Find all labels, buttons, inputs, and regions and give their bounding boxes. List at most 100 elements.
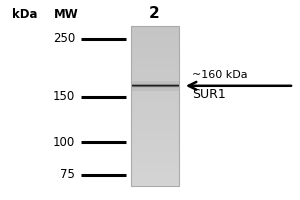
Bar	[130, 63, 178, 64]
Bar	[130, 56, 178, 57]
Bar	[130, 168, 178, 169]
Bar	[130, 169, 178, 170]
Bar	[130, 125, 178, 126]
Bar	[130, 158, 178, 159]
Bar	[130, 119, 178, 120]
Bar	[130, 29, 178, 30]
Bar	[130, 33, 178, 34]
Bar	[130, 115, 178, 116]
Bar	[130, 164, 178, 165]
Bar	[130, 133, 178, 134]
Bar	[130, 166, 178, 167]
Bar	[130, 144, 178, 145]
Bar	[130, 103, 178, 104]
Bar	[130, 113, 178, 114]
Bar	[130, 36, 178, 37]
Bar	[130, 137, 178, 138]
Bar	[130, 53, 178, 54]
Bar	[130, 131, 178, 132]
Text: 75: 75	[60, 168, 75, 181]
Bar	[130, 30, 178, 31]
Bar	[130, 165, 178, 166]
Bar	[130, 88, 178, 89]
Bar	[130, 35, 178, 36]
Bar	[130, 177, 178, 178]
Bar	[130, 172, 178, 173]
Bar	[130, 117, 178, 118]
Bar	[130, 39, 178, 40]
Bar	[130, 40, 178, 41]
Bar	[130, 138, 178, 139]
Bar	[130, 123, 178, 124]
Bar	[130, 28, 178, 29]
Bar	[130, 93, 178, 94]
Bar	[130, 91, 178, 92]
Bar	[130, 38, 178, 39]
Bar	[130, 178, 178, 179]
Bar	[130, 106, 178, 107]
Bar	[130, 42, 178, 43]
Bar	[130, 95, 178, 96]
Bar	[130, 140, 178, 141]
Bar	[130, 174, 178, 175]
Bar	[130, 121, 178, 122]
Bar	[130, 146, 178, 147]
Bar	[130, 184, 178, 185]
Bar	[130, 109, 178, 110]
Bar	[130, 163, 178, 164]
Bar	[130, 159, 178, 160]
Bar	[130, 43, 178, 44]
Bar	[130, 59, 178, 60]
Bar	[130, 72, 178, 73]
Bar	[130, 79, 178, 80]
Bar	[130, 64, 178, 65]
Bar	[130, 84, 178, 85]
Bar	[130, 102, 178, 103]
Bar	[130, 71, 178, 72]
Bar	[130, 105, 178, 106]
Bar	[130, 99, 178, 100]
Bar	[130, 80, 178, 81]
Bar	[130, 76, 178, 77]
Bar	[130, 145, 178, 146]
Bar	[130, 31, 178, 32]
Bar	[130, 110, 178, 111]
Bar	[130, 182, 178, 183]
Bar	[130, 92, 178, 93]
Bar	[130, 111, 178, 112]
Bar	[130, 170, 178, 171]
Bar	[130, 136, 178, 137]
Bar	[130, 37, 178, 38]
Bar	[130, 171, 178, 172]
Bar	[130, 67, 178, 68]
Bar	[130, 83, 178, 84]
Bar	[130, 161, 178, 162]
Bar	[130, 52, 178, 53]
Bar	[130, 44, 178, 45]
Bar	[130, 167, 178, 168]
Bar	[130, 114, 178, 115]
Bar	[130, 132, 178, 133]
Bar	[130, 107, 178, 108]
Bar	[130, 90, 178, 91]
Bar	[130, 82, 178, 83]
Bar	[130, 73, 178, 74]
Bar	[130, 26, 178, 27]
Bar	[130, 54, 178, 55]
Bar	[130, 160, 178, 161]
Bar	[130, 149, 178, 150]
Bar	[130, 148, 178, 149]
Bar	[130, 61, 178, 62]
Bar	[130, 141, 178, 142]
Bar	[130, 78, 178, 79]
Bar	[130, 122, 178, 123]
Bar	[130, 87, 178, 88]
Bar	[130, 58, 178, 59]
Bar	[130, 41, 178, 42]
Bar	[130, 150, 178, 151]
Bar	[130, 55, 178, 56]
Text: kDa: kDa	[12, 7, 38, 21]
Bar	[130, 34, 178, 35]
Text: 250: 250	[53, 32, 75, 45]
Bar	[130, 62, 178, 63]
